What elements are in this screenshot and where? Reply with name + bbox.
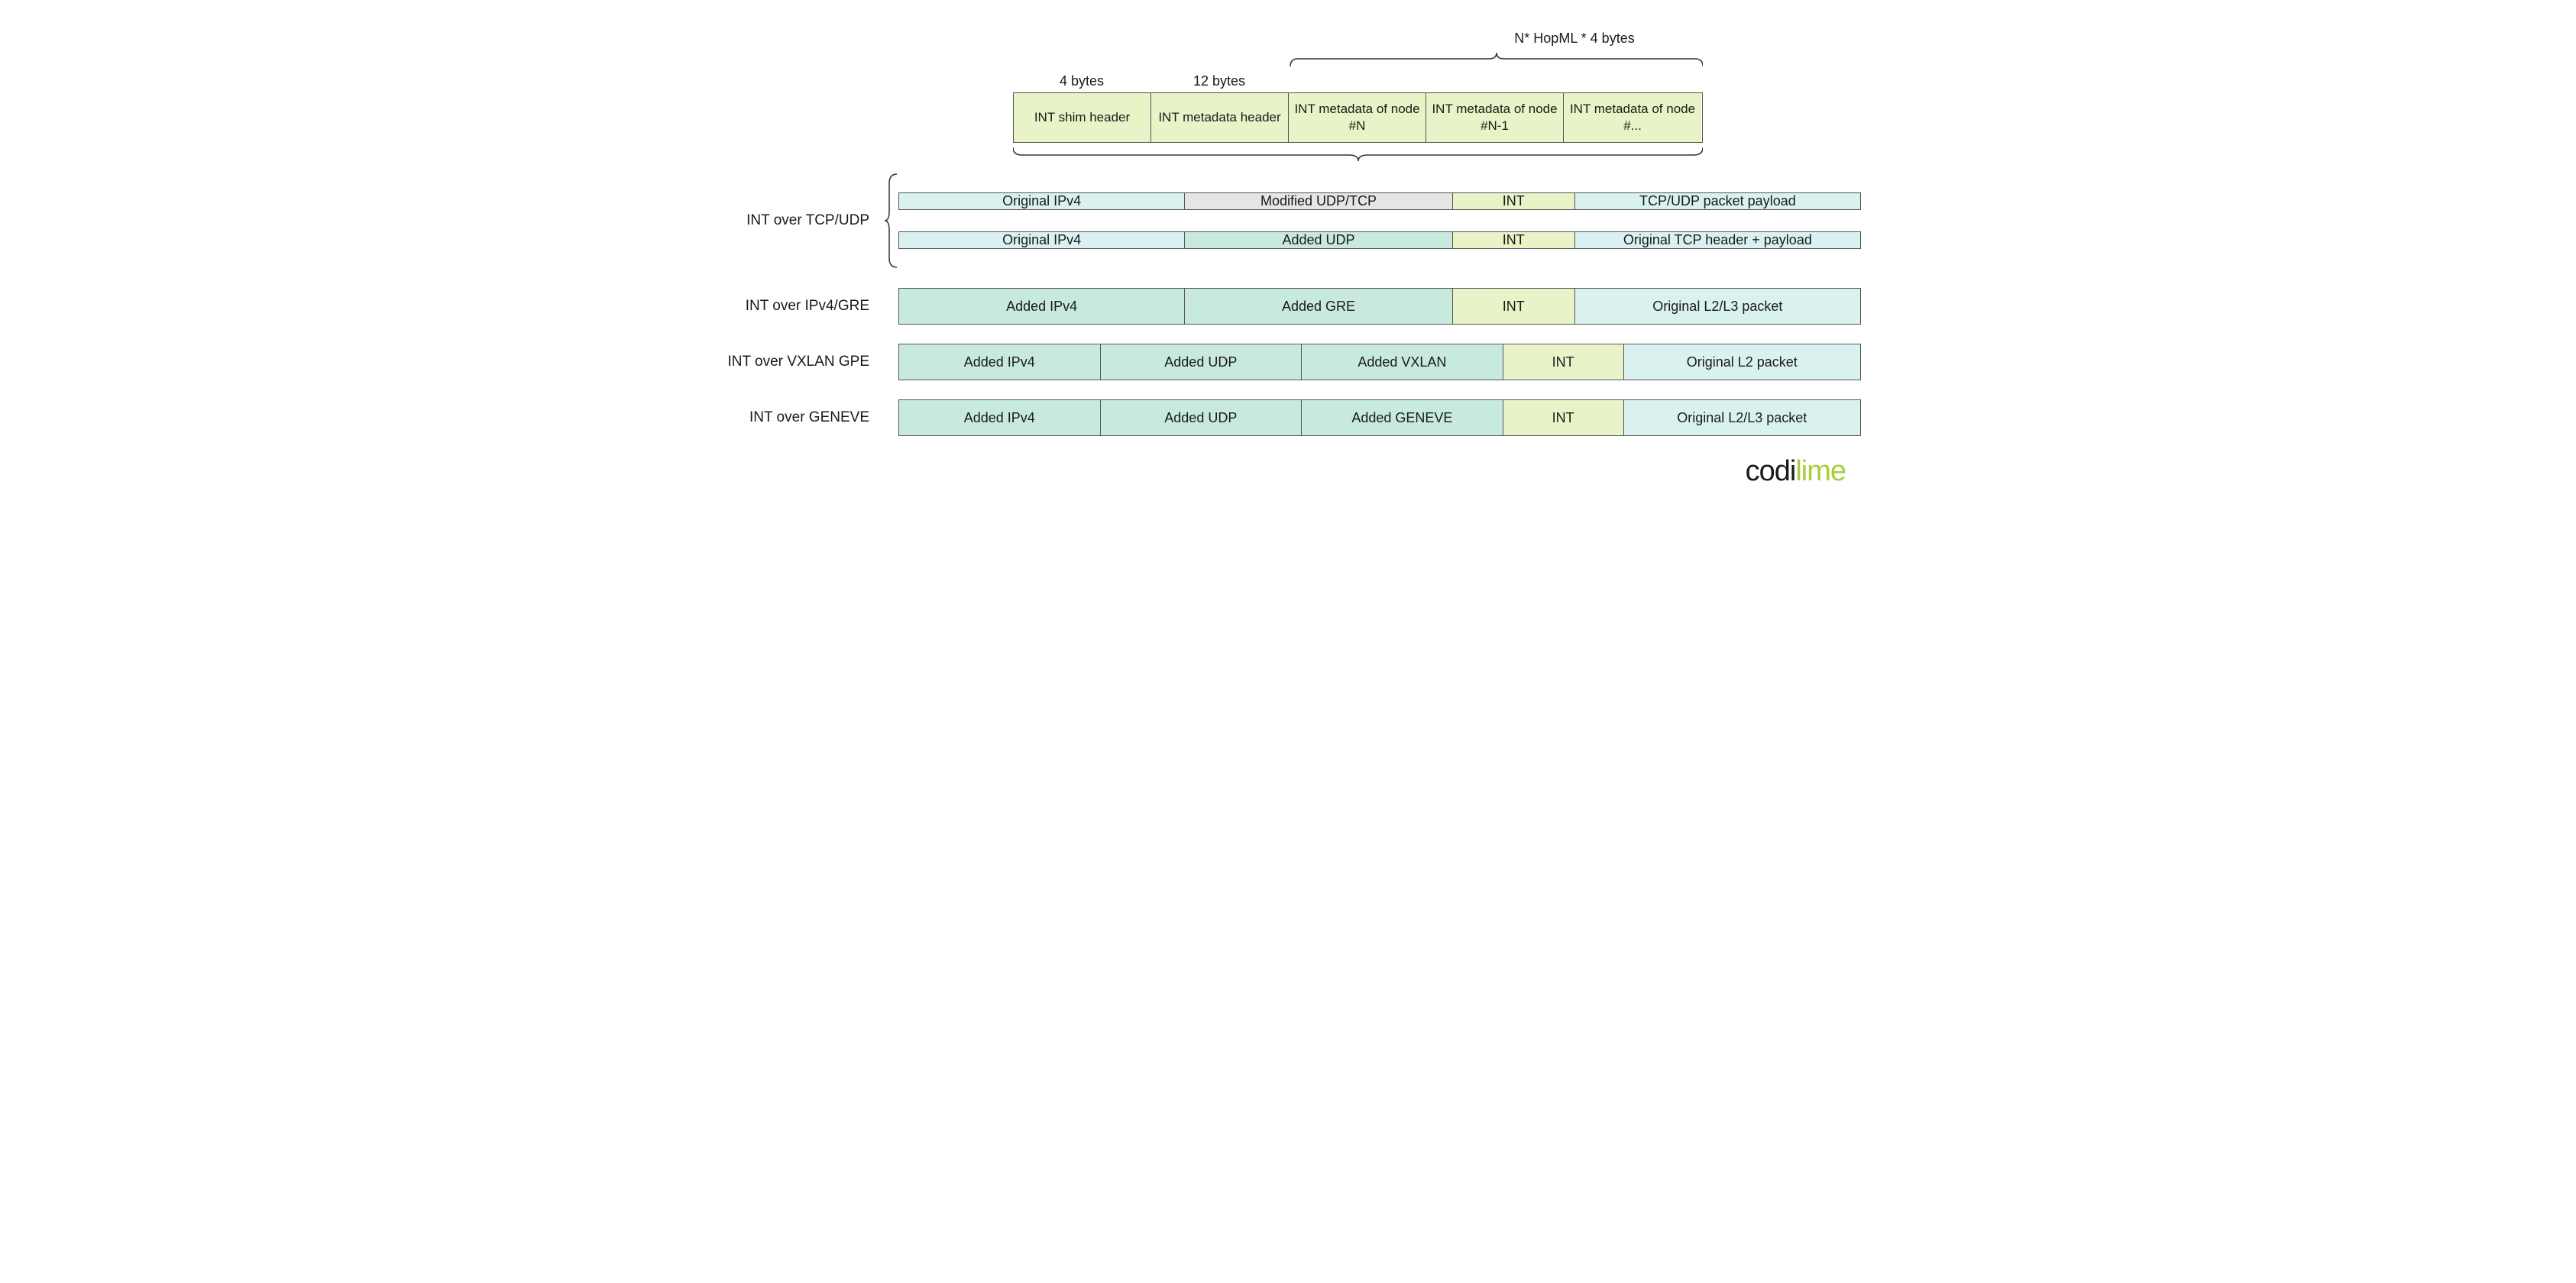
packet-cell: INT <box>1453 232 1575 248</box>
left-brace-icon <box>883 173 898 269</box>
packet-cell: INT <box>1503 400 1624 435</box>
header-cell: INT metadata of node #N-1 <box>1426 93 1564 142</box>
packet-cell: INT <box>1453 289 1575 324</box>
tcp-udp-label: INT over TCP/UDP <box>715 212 883 229</box>
tcp-udp-row-2: Original IPv4Added UDPINTOriginal TCP he… <box>898 231 1861 249</box>
geneve-label: INT over GENEVE <box>715 409 883 426</box>
packet-cell: Original L2/L3 packet <box>1624 400 1861 435</box>
geneve-row: Added IPv4Added UDPAdded GENEVEINTOrigin… <box>898 399 1861 436</box>
ipv4-gre-label: INT over IPv4/GRE <box>715 298 883 315</box>
header-cell: INT metadata of node #... <box>1564 93 1701 142</box>
codilime-logo: codilime <box>715 455 1861 488</box>
packet-cell: INT <box>1503 344 1624 380</box>
packet-cell: Original L2/L3 packet <box>1575 289 1860 324</box>
tcp-udp-row-1: Original IPv4Modified UDP/TCPINTTCP/UDP … <box>898 192 1861 210</box>
packet-cell: Added UDP <box>1101 344 1303 380</box>
header-cell: INT metadata of node #N <box>1289 93 1426 142</box>
packet-cell: Added IPv4 <box>899 400 1101 435</box>
packet-cell: Added UDP <box>1101 400 1303 435</box>
packet-cell: Added GENEVE <box>1302 400 1503 435</box>
packet-cell: Original IPv4 <box>899 232 1185 248</box>
packet-cell: Original IPv4 <box>899 193 1185 209</box>
packet-cell: Added IPv4 <box>899 344 1101 380</box>
packet-cell: Modified UDP/TCP <box>1185 193 1452 209</box>
packet-cell: Added GRE <box>1185 289 1452 324</box>
bottom-brace <box>1013 146 1703 163</box>
packet-cell: Added VXLAN <box>1302 344 1503 380</box>
packet-cell: TCP/UDP packet payload <box>1575 193 1860 209</box>
packet-cell: Original TCP header + payload <box>1575 232 1860 248</box>
shim-bytes-label: 4 bytes <box>1013 73 1150 89</box>
int-header-row: INT shim headerINT metadata headerINT me… <box>1013 92 1703 143</box>
ipv4-gre-row: Added IPv4Added GREINTOriginal L2/L3 pac… <box>898 288 1861 325</box>
packet-cell: INT <box>1453 193 1575 209</box>
vxlan-row: Added IPv4Added UDPAdded VXLANINTOrigina… <box>898 344 1861 380</box>
hop-formula-label: N* HopML * 4 bytes <box>1288 31 1861 47</box>
top-brace <box>1013 51 1703 68</box>
packet-cell: Added UDP <box>1185 232 1452 248</box>
header-cell: INT metadata header <box>1151 93 1289 142</box>
vxlan-label: INT over VXLAN GPE <box>715 354 883 370</box>
packet-cell: Added IPv4 <box>899 289 1185 324</box>
header-cell: INT shim header <box>1014 93 1151 142</box>
packet-cell: Original L2 packet <box>1624 344 1861 380</box>
meta-bytes-label: 12 bytes <box>1150 73 1288 89</box>
